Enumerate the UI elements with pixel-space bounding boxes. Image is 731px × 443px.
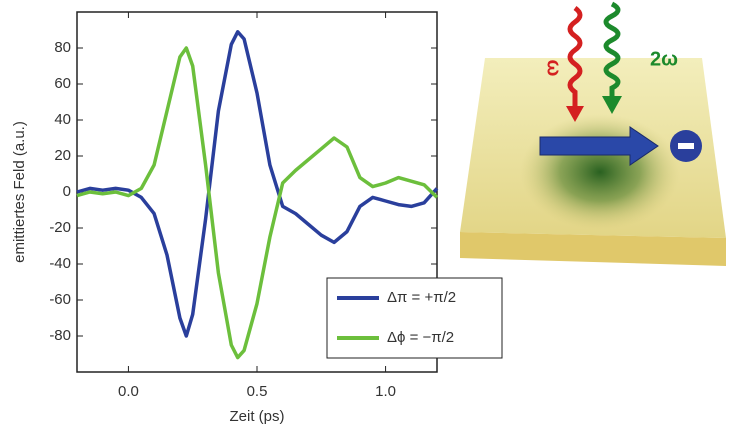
x-axis-label: Zeit (ps) <box>229 408 284 425</box>
y-tick-label: -40 <box>49 255 71 272</box>
y-tick-label: -20 <box>49 219 71 236</box>
x-tick-label: 0.0 <box>118 383 139 400</box>
omega-label: ω <box>543 60 565 77</box>
legend-label: Δπ = +π/2 <box>387 289 456 306</box>
y-tick-label: 60 <box>54 75 71 92</box>
figure: ω 2ω Zeit (ps) emittiertes Feld (a.u.) -… <box>0 0 731 438</box>
minus <box>678 143 694 149</box>
legend-label: Δϕ = −π/2 <box>387 329 454 346</box>
x-tick-label: 1.0 <box>375 383 396 400</box>
legend: Δπ = +π/2 Δϕ = −π/2 <box>327 278 502 358</box>
y-tick-label: -80 <box>49 327 71 344</box>
two-omega-label: 2ω <box>650 48 678 70</box>
surface-edge <box>460 232 726 266</box>
y-tick-label: 0 <box>63 183 71 200</box>
y-axis-label: emittiertes Feld (a.u.) <box>11 121 28 263</box>
glow <box>520 114 680 230</box>
y-tick-label: 20 <box>54 147 71 164</box>
y-tick-label: 40 <box>54 111 71 128</box>
y-tick-label: 80 <box>54 39 71 56</box>
illustration: ω 2ω <box>460 4 726 266</box>
x-tick-label: 0.5 <box>247 383 268 400</box>
y-tick-label: -60 <box>49 291 71 308</box>
